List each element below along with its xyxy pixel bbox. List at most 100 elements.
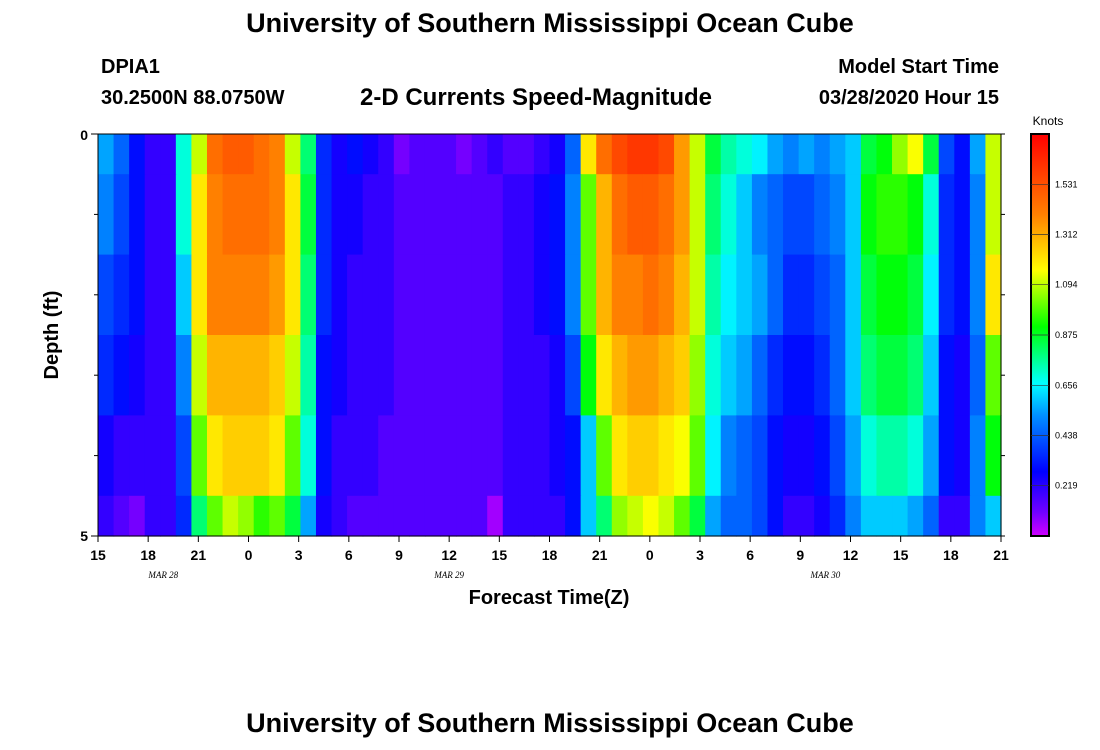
heatmap-cell xyxy=(284,134,301,175)
heatmap-cell xyxy=(751,174,769,256)
x-axis-label: Forecast Time(Z) xyxy=(469,587,630,609)
heatmap-cell xyxy=(502,134,519,175)
heatmap-cell xyxy=(331,254,348,336)
heatmap-cell xyxy=(347,495,364,537)
heatmap-cell xyxy=(892,254,909,336)
heatmap-cell xyxy=(502,495,519,537)
heatmap-cell xyxy=(596,495,613,537)
heatmap-cell xyxy=(954,335,971,416)
heatmap-cell xyxy=(705,134,722,175)
x-tick-label: 15 xyxy=(492,547,508,563)
heatmap-cell xyxy=(720,174,737,256)
heatmap-cell xyxy=(783,415,800,497)
heatmap-cell xyxy=(938,415,955,497)
heatmap-cell xyxy=(315,495,333,537)
y-axis-label: Depth (ft) xyxy=(41,291,63,380)
colorbar-tick-label: 1.531 xyxy=(1055,179,1078,189)
heatmap-cell xyxy=(798,495,815,537)
heatmap-cell xyxy=(175,134,193,175)
heatmap-cells xyxy=(98,134,1002,537)
heatmap-cell xyxy=(175,335,193,416)
heatmap-cell xyxy=(720,134,737,175)
heatmap-cell xyxy=(985,174,1002,256)
heatmap-cell xyxy=(674,174,691,256)
heatmap-cell xyxy=(689,254,706,336)
heatmap-cell xyxy=(424,415,442,497)
heatmap-cell xyxy=(518,134,535,175)
heatmap-cell xyxy=(565,254,582,336)
heatmap-cell xyxy=(829,415,846,497)
heatmap-cell xyxy=(331,495,348,537)
heatmap-cell xyxy=(393,415,410,497)
heatmap-cell xyxy=(565,134,582,175)
heatmap-cell xyxy=(674,495,691,537)
heatmap-cell xyxy=(487,174,504,256)
heatmap-cell xyxy=(938,254,955,336)
colorbar-tick-label: 0.438 xyxy=(1055,430,1078,440)
heatmap-cell xyxy=(424,134,442,175)
heatmap-cell xyxy=(284,495,301,537)
heatmap-cell xyxy=(440,335,457,416)
heatmap-cell xyxy=(378,495,395,537)
heatmap-cell xyxy=(284,335,301,416)
y-tick-label: 0 xyxy=(80,127,88,143)
heatmap-cell xyxy=(580,495,597,537)
heatmap-cell xyxy=(113,495,130,537)
heatmap-cell xyxy=(627,134,644,175)
heatmap-cell xyxy=(253,335,270,416)
heatmap-cell xyxy=(689,415,706,497)
heatmap-cell xyxy=(238,174,255,256)
heatmap-cell xyxy=(424,335,442,416)
heatmap-cell xyxy=(767,415,784,497)
heatmap-cell xyxy=(144,134,161,175)
heatmap-cell xyxy=(938,495,955,537)
heatmap-cell xyxy=(954,134,971,175)
heatmap-cell xyxy=(471,495,488,537)
heatmap-cell xyxy=(206,495,224,537)
heatmap-cell xyxy=(907,415,924,497)
heatmap-cell xyxy=(720,495,737,537)
heatmap-cell xyxy=(736,335,753,416)
heatmap-cell xyxy=(907,174,924,256)
heatmap-cell xyxy=(191,254,208,336)
heatmap-cell xyxy=(596,335,613,416)
heatmap-cell xyxy=(736,495,753,537)
heatmap-cell xyxy=(440,134,457,175)
heatmap-cell xyxy=(876,174,893,256)
heatmap-cell xyxy=(549,415,566,497)
heatmap-cell xyxy=(315,254,333,336)
heatmap-cell xyxy=(720,254,737,336)
heatmap-cell xyxy=(160,335,177,416)
heatmap-cell xyxy=(206,254,224,336)
heatmap-cell xyxy=(222,495,239,537)
heatmap-cell xyxy=(129,335,146,416)
heatmap-cell xyxy=(549,254,566,336)
heatmap-cell xyxy=(144,335,161,416)
heatmap-cell xyxy=(658,134,675,175)
heatmap-cell xyxy=(814,174,831,256)
heatmap-cell xyxy=(300,174,317,256)
heatmap-cell xyxy=(409,174,426,256)
heatmap-cell xyxy=(98,495,115,537)
heatmap-cell xyxy=(627,174,644,256)
x-tick-label: 15 xyxy=(90,547,106,563)
heatmap-cell xyxy=(814,254,831,336)
colorbar-tick-label: 0.875 xyxy=(1055,330,1078,340)
heatmap-cell xyxy=(269,335,286,416)
heatmap-cell xyxy=(720,335,737,416)
date-label: MAR 30 xyxy=(810,570,841,580)
heatmap-cell xyxy=(378,174,395,256)
heatmap-cell xyxy=(938,174,955,256)
heatmap-cell xyxy=(487,134,504,175)
heatmap-cell xyxy=(658,495,675,537)
heatmap-cell xyxy=(456,174,473,256)
heatmap-cell xyxy=(580,254,597,336)
heatmap-cell xyxy=(160,495,177,537)
x-tick-label: 3 xyxy=(696,547,704,563)
heatmap-cell xyxy=(954,415,971,497)
heatmap-cell xyxy=(969,335,987,416)
heatmap-cell xyxy=(175,174,193,256)
heatmap-cell xyxy=(253,495,270,537)
heatmap-cell xyxy=(378,335,395,416)
x-tick-label: 3 xyxy=(295,547,303,563)
